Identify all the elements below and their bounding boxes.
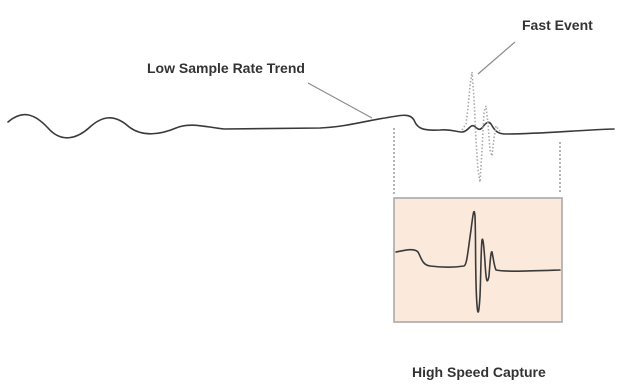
capture-box [394, 198, 562, 322]
trend-leader-line [308, 83, 372, 118]
trend-waveform [8, 115, 614, 138]
trend-label: Low Sample Rate Trend [147, 60, 305, 76]
capture-label: High Speed Capture [412, 364, 546, 380]
fast-event-label: Fast Event [522, 17, 593, 33]
fast-event-leader-line [478, 42, 515, 74]
fast-event-spike [462, 72, 500, 182]
